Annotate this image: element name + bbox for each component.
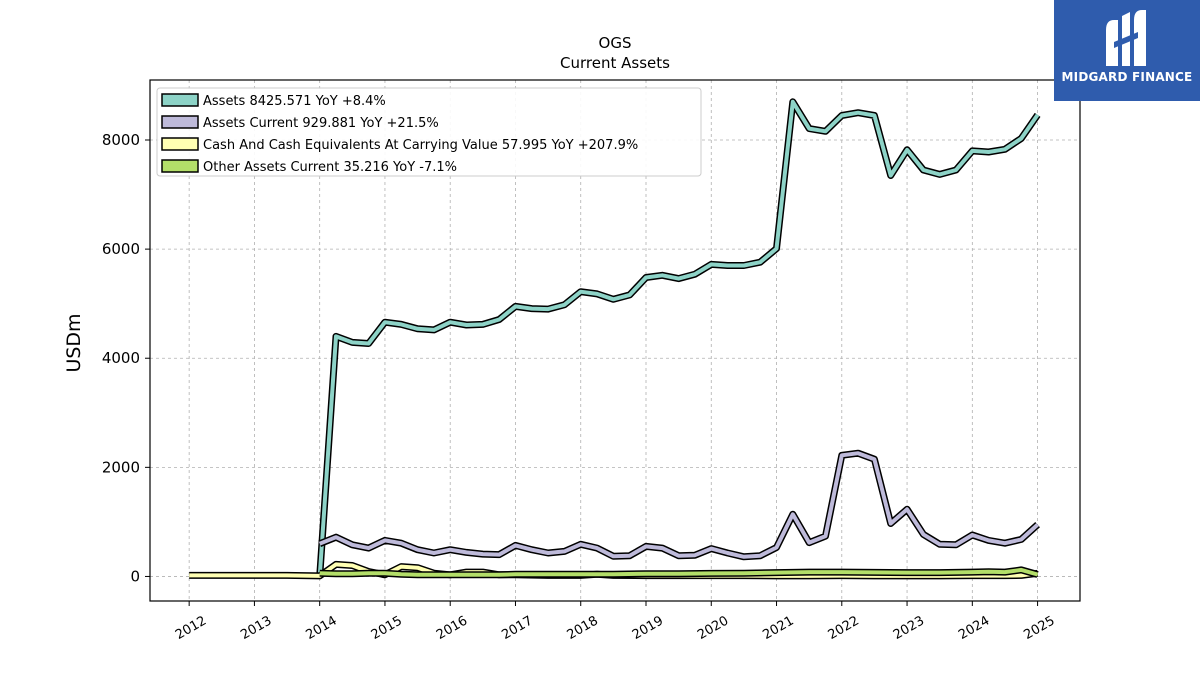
legend-swatch-0: [161, 93, 199, 107]
x-tick-label: 2012: [173, 613, 209, 643]
legend-label-0: Assets 8425.571 YoY +8.4%: [203, 94, 386, 109]
legend-swatch-2: [161, 137, 199, 151]
legend-swatch-1: [161, 115, 199, 129]
x-tick-label: 2017: [499, 613, 535, 643]
x-tick-label: 2018: [565, 613, 601, 643]
legend-label-3: Other Assets Current 35.216 YoY -7.1%: [203, 160, 457, 175]
y-tick-label: 0: [130, 567, 140, 585]
chart-title: OGS: [599, 34, 632, 52]
y-tick-label: 4000: [102, 349, 140, 367]
y-tick-label: 8000: [102, 131, 140, 149]
brand-logo: MIDGARD FINANCE: [1054, 0, 1200, 101]
x-tick-label: 2020: [695, 613, 731, 643]
x-tick-label: 2025: [1021, 613, 1057, 643]
series-line-1: [318, 451, 1039, 559]
x-tick-label: 2023: [891, 613, 927, 643]
x-tick-label: 2022: [826, 613, 862, 643]
y-tick-label: 6000: [102, 240, 140, 258]
x-tick-label: 2016: [434, 613, 470, 643]
legend-label-2: Cash And Cash Equivalents At Carrying Va…: [203, 138, 638, 153]
brand-name: MIDGARD FINANCE: [1061, 70, 1193, 84]
series-outline-1: [318, 449, 1040, 561]
x-tick-label: 2024: [956, 613, 992, 643]
midgard-logo-icon: [1106, 10, 1146, 66]
x-tick-label: 2014: [304, 613, 340, 643]
plot-area: 0 2000 4000 6000 8000 2012 2013 2014 2015 2016 201…: [102, 79, 1081, 643]
x-tick-label: 2015: [369, 613, 405, 643]
y-tick-label: 2000: [102, 458, 140, 476]
series-line-0: [317, 99, 1040, 577]
legend-swatch-3: [161, 159, 199, 173]
y-axis-label: USDm: [63, 313, 85, 372]
chart-subtitle: Current Assets: [560, 54, 670, 72]
x-tick-label: 2019: [630, 613, 666, 643]
legend-label-1: Assets Current 929.881 YoY +21.5%: [203, 116, 439, 131]
legend-box: [156, 87, 702, 177]
x-tick-label: 2013: [238, 613, 274, 643]
plot-frame: [149, 79, 1081, 602]
x-tick-label: 2021: [760, 613, 796, 643]
series-line-3: [319, 567, 1039, 577]
